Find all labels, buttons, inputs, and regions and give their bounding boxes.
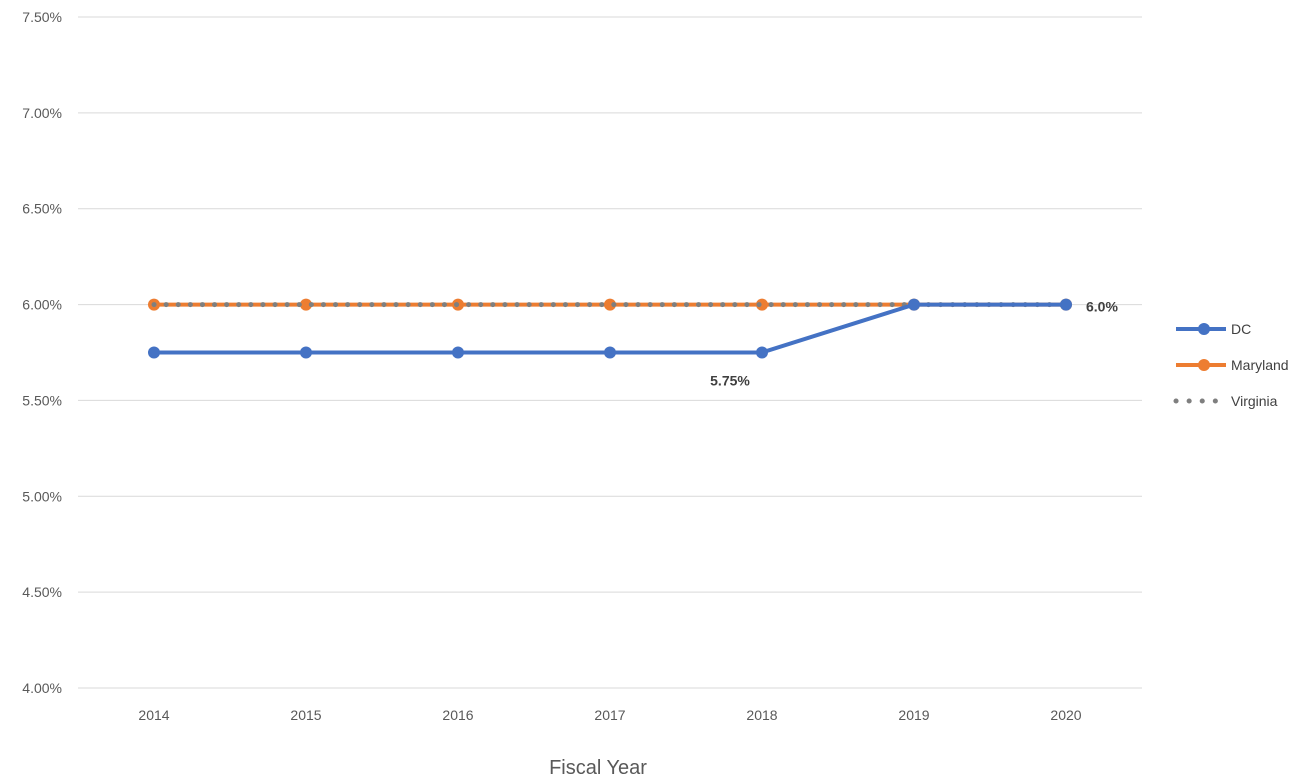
- series-lines: [148, 298, 1072, 359]
- y-tick-label: 5.00%: [22, 488, 62, 504]
- x-tick-label: 2014: [138, 707, 169, 723]
- x-tick-label: 2019: [898, 707, 929, 723]
- x-tick-label: 2016: [442, 707, 473, 723]
- legend-label-dc: DC: [1231, 321, 1251, 337]
- y-axis-ticks: 4.00% 4.50% 5.00% 5.50% 6.00% 6.50% 7.00% 7.50%: [22, 9, 62, 696]
- series-line-dc: [154, 302, 1066, 355]
- legend-marker-maryland: [1198, 359, 1210, 371]
- y-tick-label: 7.50%: [22, 9, 62, 25]
- x-tick-label: 2020: [1050, 707, 1081, 723]
- data-point-maryland: [300, 298, 312, 311]
- y-tick-label: 5.50%: [22, 392, 62, 408]
- data-point-dc: [756, 346, 768, 359]
- data-labels: 5.75% 6.0%: [710, 299, 1118, 389]
- data-point-maryland: [756, 298, 768, 311]
- x-axis-ticks: 2014 2015 2016 2017 2018 2019 2020: [138, 707, 1081, 723]
- data-point-dc: [908, 298, 920, 311]
- data-point-dc: [1060, 298, 1072, 311]
- x-tick-label: 2017: [594, 707, 625, 723]
- y-tick-label: 6.00%: [22, 297, 62, 313]
- data-point-dc: [148, 346, 160, 359]
- x-tick-label: 2018: [746, 707, 777, 723]
- x-tick-label: 2015: [290, 707, 321, 723]
- y-tick-label: 4.50%: [22, 584, 62, 600]
- data-label: 6.0%: [1086, 299, 1118, 315]
- data-point-maryland: [604, 298, 616, 311]
- data-point-dc: [604, 346, 616, 359]
- data-point-dc: [300, 346, 312, 359]
- data-point-dc: [452, 346, 464, 359]
- x-axis-title: Fiscal Year: [549, 757, 647, 779]
- y-tick-label: 4.00%: [22, 680, 62, 696]
- legend-marker-dc: [1198, 323, 1210, 335]
- data-label: 5.75%: [710, 373, 750, 389]
- legend-label-virginia: Virginia: [1231, 393, 1278, 409]
- legend-label-maryland: Maryland: [1231, 357, 1289, 373]
- y-tick-label: 6.50%: [22, 201, 62, 217]
- legend: DC Maryland Virginia: [1173, 321, 1289, 409]
- y-tick-label: 7.00%: [22, 105, 62, 121]
